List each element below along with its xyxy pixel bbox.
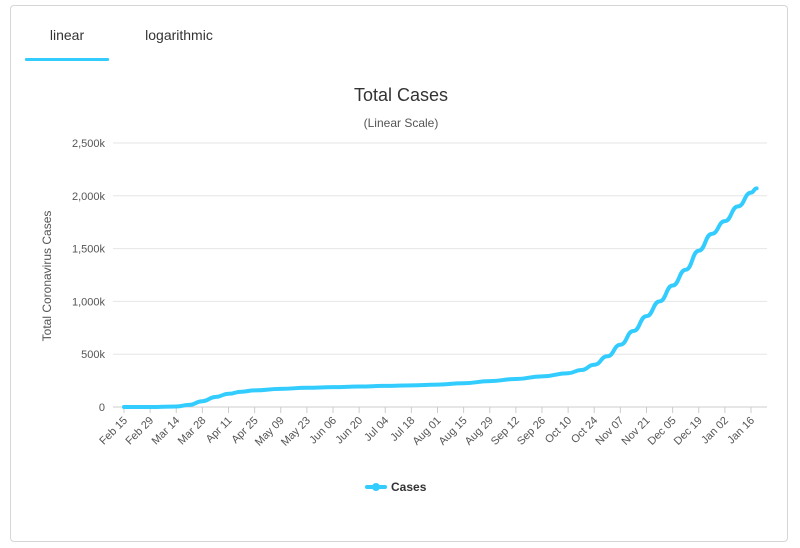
legend[interactable]: Cases: [365, 480, 427, 494]
chart-title: Total Cases: [354, 85, 448, 105]
x-tick-label: Oct 10: [543, 415, 574, 446]
x-tick-label: Jun 06: [307, 415, 339, 447]
x-tick-label: Mar 14: [150, 415, 183, 448]
x-tick-label: Aug 15: [437, 415, 470, 448]
x-tick-label: Jul 04: [362, 415, 391, 444]
x-tick-label: Dec 19: [672, 415, 705, 448]
active-tab-indicator: [25, 58, 109, 61]
y-tick-label: 1,500k: [72, 244, 106, 256]
series-line-cases[interactable]: [122, 186, 759, 409]
y-tick-label: 2,000k: [72, 191, 106, 203]
x-tick-label: Mar 28: [176, 415, 209, 448]
x-tick-label: Sep 26: [515, 415, 548, 448]
series-lines: [122, 186, 759, 409]
x-tick-label: Jun 20: [333, 415, 365, 447]
y-tick-label: 2,500k: [72, 138, 106, 150]
x-tick-label: Aug 01: [410, 415, 443, 448]
tab-linear[interactable]: linear: [49, 27, 85, 43]
x-tick-label: Aug 29: [463, 415, 496, 448]
y-tick-labels: 0 500k 1,000k 1,500k 2,000k 2,500k: [72, 138, 106, 414]
x-tick-label: Dec 05: [646, 415, 679, 448]
x-tick-label: Feb 29: [124, 415, 157, 448]
x-tick-label: Jan 02: [699, 415, 731, 447]
chart-container: linear logarithmic Total Cases (Linear S…: [10, 5, 788, 542]
y-tick-label: 500k: [81, 349, 105, 361]
grid-lines: [113, 142, 767, 408]
x-tick-label: May 23: [279, 415, 313, 449]
legend-item-cases[interactable]: Cases: [391, 480, 427, 494]
total-cases-chart: Total Cases (Linear Scale) Total Coronav…: [40, 85, 767, 494]
x-tick-label: Nov 21: [619, 415, 652, 448]
tab-logarithmic[interactable]: logarithmic: [145, 27, 213, 43]
y-tick-label: 1,000k: [72, 296, 106, 308]
x-tick-label: Nov 07: [593, 415, 626, 448]
y-axis-label: Total Coronavirus Cases: [40, 211, 54, 342]
x-tick-label: Apr 11: [204, 415, 235, 446]
chart-subtitle: (Linear Scale): [364, 116, 439, 130]
x-tick-label: Feb 15: [97, 415, 130, 448]
x-tick-label: Jan 16: [725, 415, 757, 447]
x-tick-label: Sep 12: [489, 415, 522, 448]
legend-dot-marker: [372, 483, 380, 491]
y-tick-label: 0: [99, 402, 105, 414]
